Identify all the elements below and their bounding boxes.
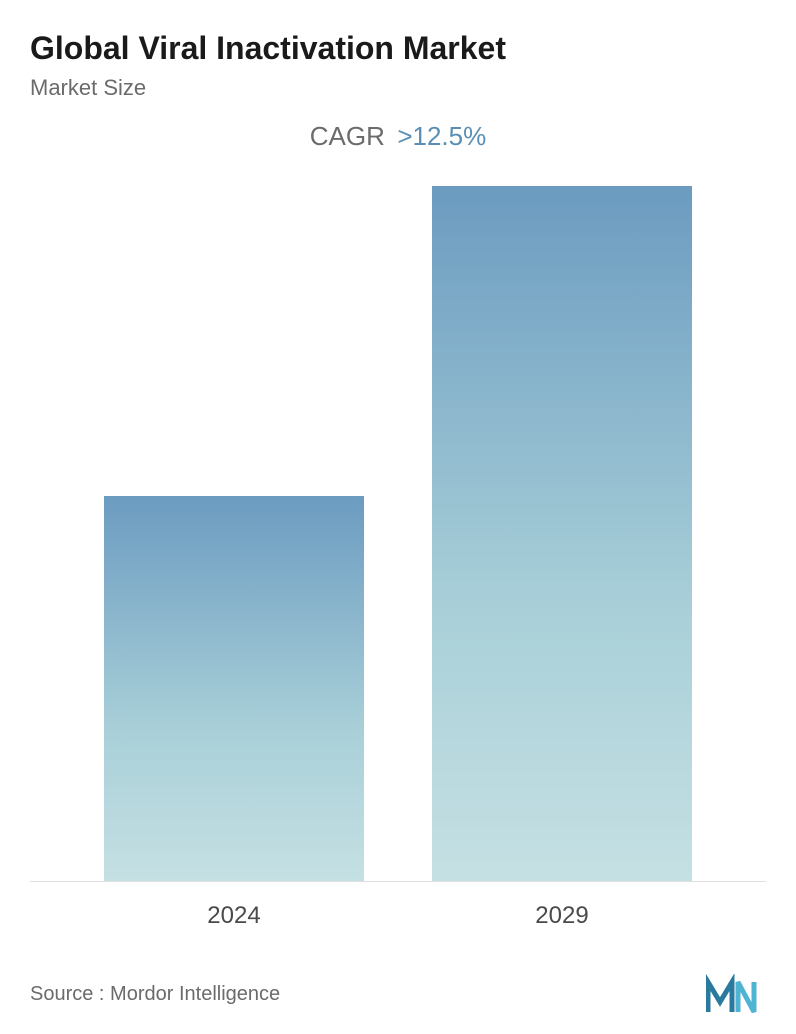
chart-area: [30, 182, 766, 882]
chart-subtitle: Market Size: [30, 75, 766, 101]
x-label-1: 2029: [432, 902, 692, 930]
cagr-label: CAGR: [310, 121, 385, 151]
chart-title: Global Viral Inactivation Market: [30, 30, 766, 67]
source-name: Mordor Intelligence: [110, 983, 280, 1005]
cagr-value: >12.5%: [397, 121, 486, 151]
source-label: Source :: [30, 983, 104, 1005]
footer: Source : Mordor Intelligence: [30, 974, 766, 1014]
bar-wrapper-1: [432, 186, 692, 881]
cagr-container: CAGR >12.5%: [30, 121, 766, 152]
x-axis-labels: 2024 2029: [30, 882, 766, 930]
bar-1: [432, 186, 692, 881]
logo-icon: [706, 974, 766, 1014]
x-label-0: 2024: [104, 902, 364, 930]
bar-wrapper-0: [104, 496, 364, 881]
bar-0: [104, 496, 364, 881]
source-text: Source : Mordor Intelligence: [30, 983, 280, 1006]
